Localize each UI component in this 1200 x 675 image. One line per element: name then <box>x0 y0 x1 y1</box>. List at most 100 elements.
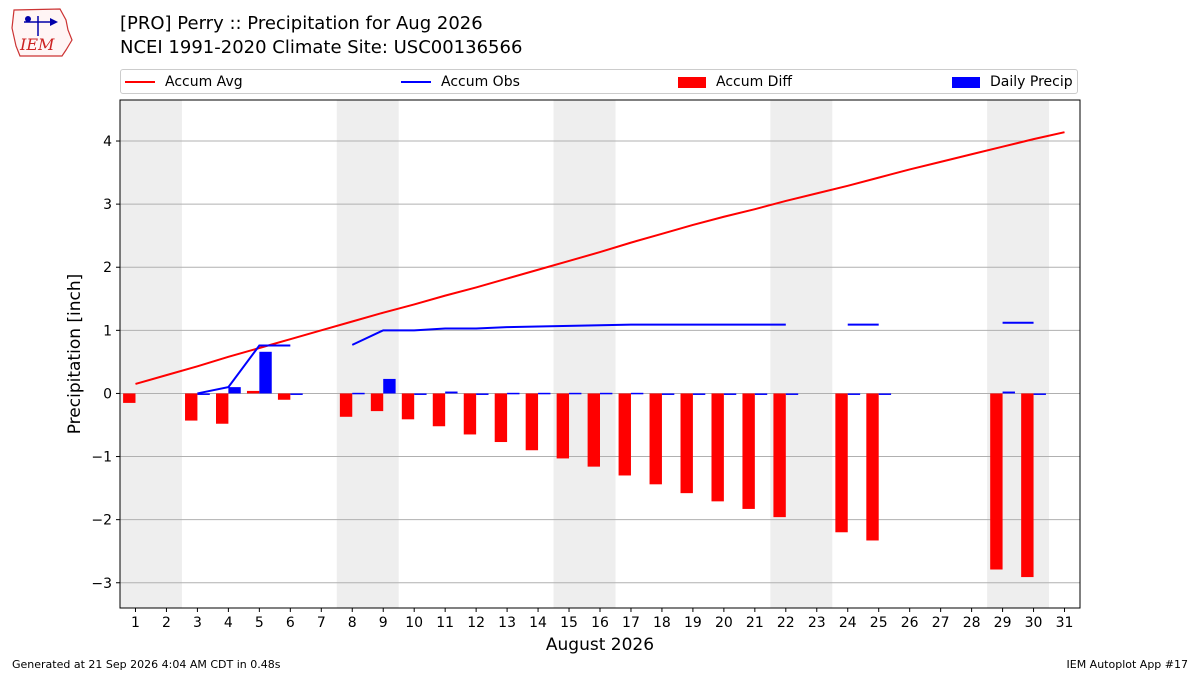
legend-item-accum-obs: Accum Obs <box>401 73 520 91</box>
x-tick-label: 3 <box>193 615 202 631</box>
y-tick-label: −2 <box>91 513 112 529</box>
daily-precip-bar <box>228 387 241 394</box>
accum-diff-bar <box>525 393 539 451</box>
y-tick-label: 3 <box>103 197 112 213</box>
legend-item-accum-avg: Accum Avg <box>125 73 243 91</box>
x-tick-label: 24 <box>839 615 857 631</box>
x-tick-label: 28 <box>963 615 981 631</box>
accum-diff-bar <box>649 393 662 485</box>
x-tick-label: 2 <box>162 615 171 631</box>
legend-label-accum-diff: Accum Diff <box>716 74 793 90</box>
footer-generated: Generated at 21 Sep 2026 4:04 AM CDT in … <box>12 658 281 671</box>
x-tick-label: 15 <box>560 615 578 631</box>
accum-diff-bar <box>463 393 477 435</box>
footer-app: IEM Autoplot App #17 <box>1066 658 1189 671</box>
legend-swatch-daily-precip <box>952 76 980 88</box>
x-tick-label: 13 <box>498 615 516 631</box>
x-tick-label: 14 <box>529 615 547 631</box>
y-tick-label: 0 <box>103 386 112 402</box>
weekend-band-4 <box>770 100 833 608</box>
daily-precip-bar <box>197 393 210 395</box>
logo-text: IEM <box>19 35 55 54</box>
accum-diff-bar <box>618 393 631 476</box>
legend-swatch-accum-avg <box>125 81 155 83</box>
chart-subtitle: NCEI 1991-2020 Climate Site: USC00136566 <box>120 37 523 58</box>
legend-swatch-accum-obs <box>401 81 431 83</box>
x-tick-label: 23 <box>808 615 826 631</box>
daily-precip-bar <box>569 392 582 395</box>
accum-diff-bar <box>216 393 229 424</box>
weekend-band-5 <box>987 100 1050 608</box>
daily-precip-bar <box>445 391 458 394</box>
daily-precip-bar <box>352 392 365 395</box>
accum-diff-bar <box>185 393 198 421</box>
accum-obs-line <box>351 323 786 346</box>
accum-diff-bar <box>866 393 879 541</box>
daily-precip-bar <box>476 393 489 395</box>
x-tick-label: 9 <box>379 615 388 631</box>
accum-diff-bar <box>711 393 724 502</box>
weekend-band-1 <box>120 100 182 608</box>
x-axis-label: August 2026 <box>546 635 654 655</box>
accum-diff-bar <box>587 393 600 467</box>
daily-precip-bar <box>290 393 303 395</box>
daily-precip-bar <box>878 393 892 395</box>
accum-diff-bar <box>432 393 446 427</box>
daily-precip-bar <box>600 392 613 395</box>
accum-obs-line <box>197 344 291 395</box>
x-tick-label: 19 <box>684 615 702 631</box>
daily-precip-bar <box>754 393 768 395</box>
accum-diff-bar <box>370 393 384 412</box>
daily-precip-bar <box>259 351 272 394</box>
daily-precip-bar <box>414 393 427 395</box>
legend: Accum Avg Accum Obs Accum Diff Daily Pre… <box>120 69 1078 94</box>
x-tick-label: 30 <box>1025 615 1043 631</box>
daily-precip-bar <box>383 378 396 394</box>
x-tick-label: 7 <box>317 615 326 631</box>
daily-precip-bar <box>538 392 551 395</box>
x-tick-label: 22 <box>777 615 795 631</box>
x-tick-label: 8 <box>348 615 357 631</box>
daily-precip-bar <box>785 393 799 395</box>
accum-diff-bar <box>742 393 755 509</box>
accum-diff-bar <box>246 390 260 394</box>
accum-diff-bar <box>277 393 291 400</box>
plot-frame <box>119 99 1081 609</box>
y-axis-label: Precipitation [inch] <box>65 274 85 435</box>
y-tick-label: −3 <box>91 576 112 592</box>
y-tick-label: −1 <box>91 450 112 466</box>
legend-item-accum-diff: Accum Diff <box>678 73 792 91</box>
x-tick-label: 31 <box>1056 615 1074 631</box>
legend-swatch-accum-diff <box>678 76 706 88</box>
x-tick-label: 17 <box>622 615 640 631</box>
accum-diff-bar <box>123 393 136 403</box>
x-tick-label: 29 <box>994 615 1012 631</box>
x-tick-label: 10 <box>405 615 423 631</box>
daily-precip-bar <box>723 393 737 395</box>
daily-precip-bar <box>1033 393 1046 395</box>
x-tick-label: 27 <box>932 615 950 631</box>
accum-diff-bar <box>339 393 353 417</box>
accum-diff-bar <box>494 393 508 443</box>
chart-title: [PRO] Perry :: Precipitation for Aug 202… <box>120 13 483 34</box>
accum-diff-bar <box>990 393 1003 570</box>
daily-precip-bar <box>692 393 706 395</box>
x-tick-label: 25 <box>870 615 888 631</box>
x-tick-label: 18 <box>653 615 671 631</box>
accum-diff-bar <box>773 393 786 518</box>
x-tick-label: 6 <box>286 615 295 631</box>
legend-label-accum-obs: Accum Obs <box>441 74 520 90</box>
daily-precip-bar <box>847 393 861 395</box>
x-tick-label: 20 <box>715 615 733 631</box>
x-tick-label: 4 <box>224 615 233 631</box>
daily-precip-bar <box>1002 391 1015 394</box>
weekend-band-3 <box>553 100 616 608</box>
legend-label-accum-avg: Accum Avg <box>165 74 243 90</box>
daily-precip-bar <box>507 392 520 395</box>
x-tick-label: 5 <box>255 615 264 631</box>
x-tick-label: 21 <box>746 615 764 631</box>
accum-diff-bar <box>556 393 570 459</box>
weekend-band-2 <box>336 100 399 608</box>
accum-diff-bar <box>401 393 415 420</box>
